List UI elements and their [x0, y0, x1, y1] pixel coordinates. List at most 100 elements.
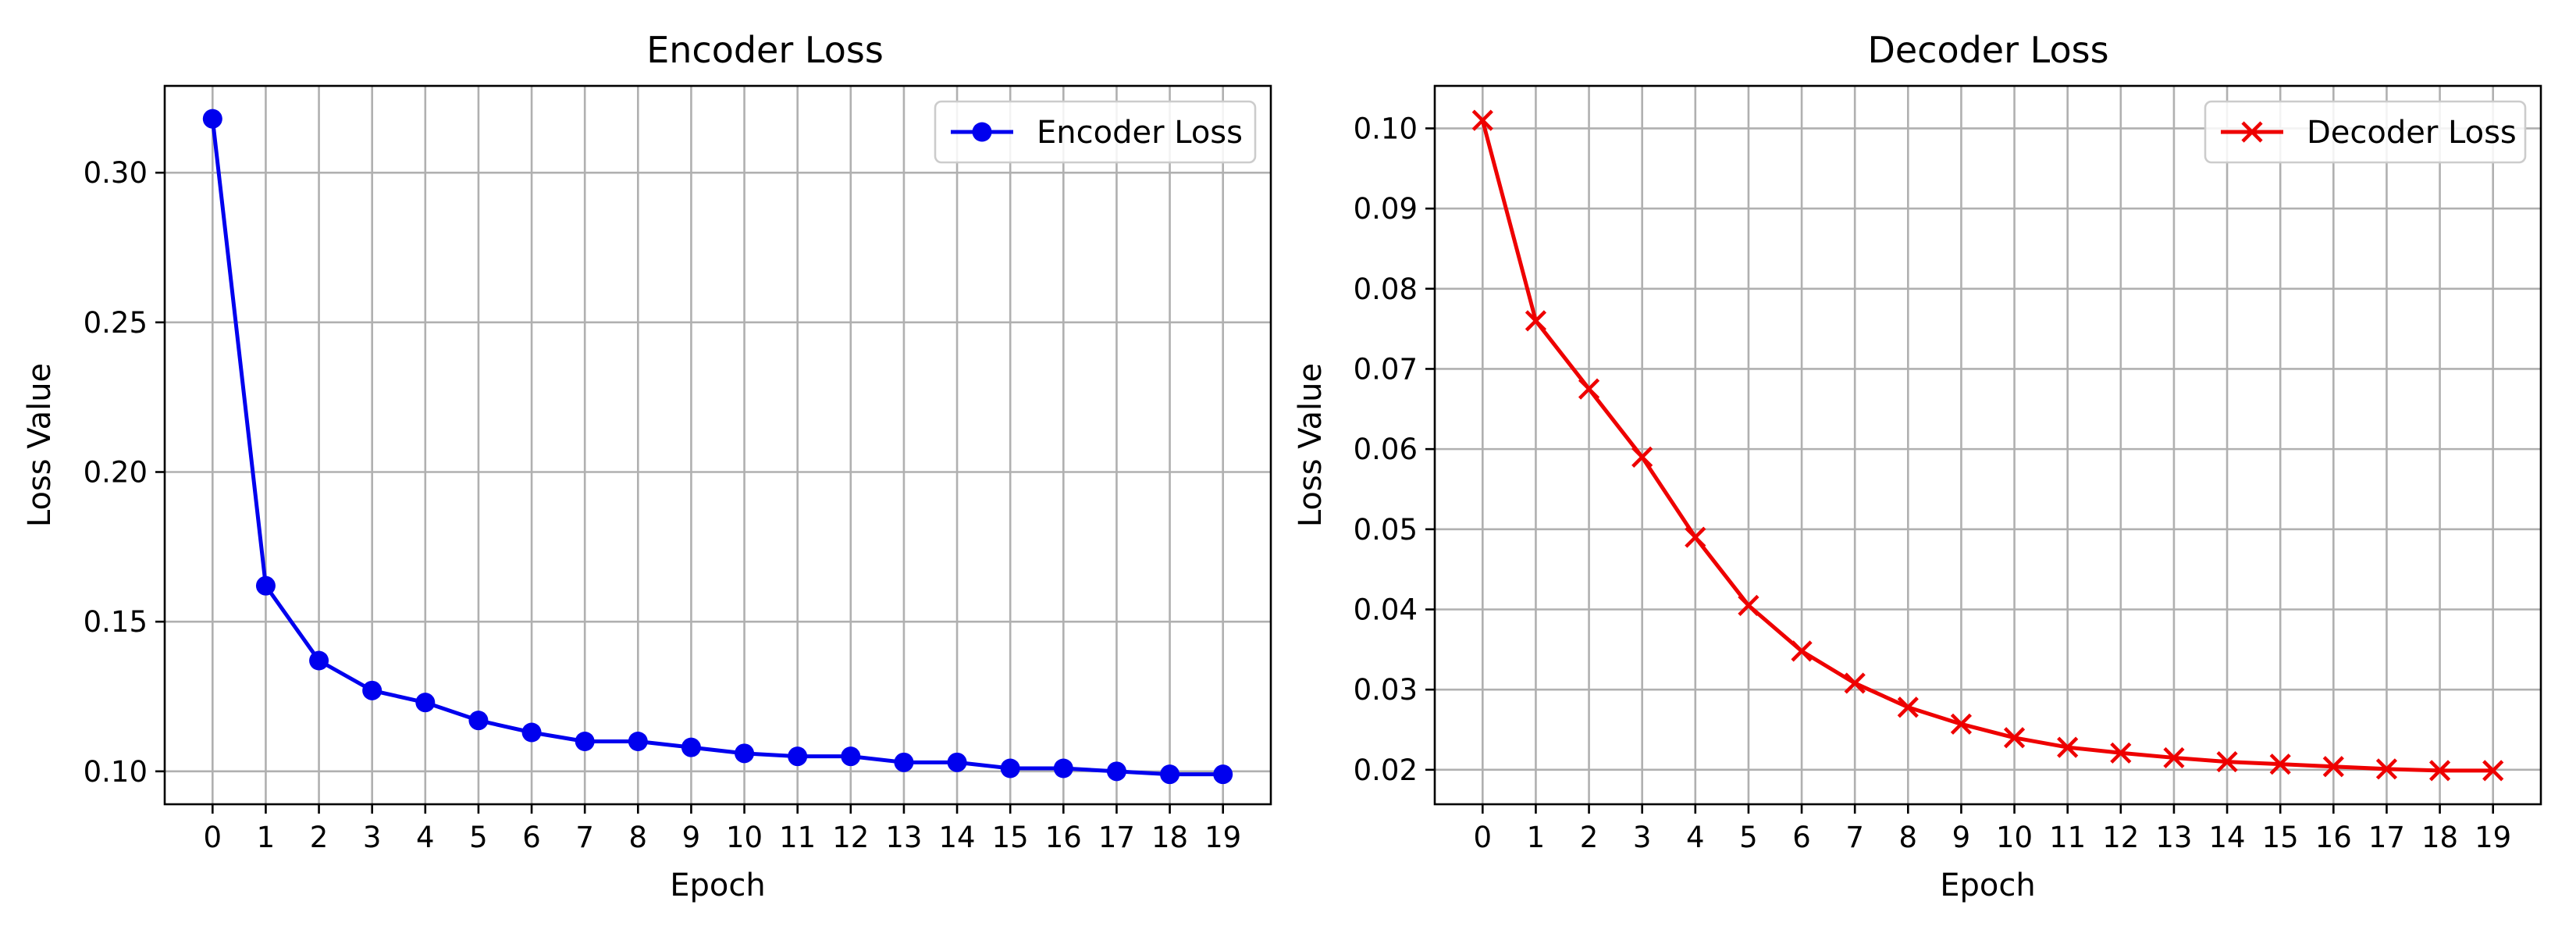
- y-axis-ticks: 0.02 0.03 0.04 0.05 0.06 0.07 0.08 0.09 0.10: [1354, 112, 1435, 787]
- data-point-stroke: [2269, 754, 2291, 775]
- x-tick-label: 6: [522, 821, 541, 854]
- y-tick-label: 0.04: [1354, 593, 1418, 626]
- data-point-stroke: [2375, 758, 2398, 780]
- plot-frame: [163, 84, 1272, 806]
- y-tick-label: 0.25: [84, 306, 148, 340]
- legend-box: [2204, 100, 2527, 164]
- x-tick-label: 16: [1045, 821, 1082, 854]
- data-point: [1106, 761, 1126, 782]
- data-point: [1053, 758, 1073, 778]
- data-point-stroke: [1525, 310, 1547, 332]
- y-tick-label: 0.20: [84, 456, 148, 490]
- data-point: [2110, 742, 2132, 764]
- data-point: [1213, 764, 1233, 785]
- data-point: [1897, 697, 1919, 718]
- series-0: [202, 109, 1233, 785]
- y-tick-label: 0.07: [1354, 352, 1418, 386]
- data-point-stroke: [2110, 742, 2132, 764]
- data-point: [2216, 750, 2238, 773]
- legend: Encoder Loss: [934, 100, 1257, 164]
- data-point: [2375, 758, 2398, 780]
- data-point-stroke: [2057, 736, 2079, 758]
- data-point: [841, 746, 861, 767]
- legend-marker: [2241, 121, 2263, 143]
- x-tick-label: 6: [1792, 821, 1811, 854]
- data-point: [788, 746, 808, 767]
- data-point-stroke: [2003, 727, 2026, 749]
- x-tick-label: 8: [1899, 821, 1918, 854]
- y-tick-label: 0.05: [1354, 513, 1418, 547]
- x-tick-label: 5: [1739, 821, 1758, 854]
- x-tick-label: 18: [2421, 821, 2458, 854]
- series-line: [210, 118, 1223, 777]
- x-axis-label: Epoch: [1940, 868, 2035, 903]
- x-tick-label: 2: [310, 821, 329, 854]
- y-tick-label: 0.06: [1354, 433, 1418, 466]
- x-axis-ticks: 0 1 2 3 4 5 6 7 8 9 10 11 12 13 14 15 16 17 18 19: [204, 804, 1241, 854]
- data-point: [1000, 758, 1020, 778]
- data-point: [202, 109, 222, 129]
- x-tick-label: 12: [2102, 821, 2139, 854]
- data-point: [1844, 672, 1866, 694]
- y-tick-label: 0.15: [84, 605, 148, 639]
- data-point: [1631, 446, 1653, 468]
- data-point: [1578, 378, 1600, 400]
- data-point-stroke: [1685, 526, 1706, 548]
- data-point: [575, 732, 595, 751]
- data-point-stroke: [2482, 760, 2504, 782]
- data-point: [468, 711, 489, 731]
- x-tick-label: 2: [1580, 821, 1599, 854]
- data-point-stroke: [1897, 697, 1919, 718]
- x-tick-label: 4: [1686, 821, 1705, 854]
- x-tick-label: 0: [1474, 821, 1493, 854]
- data-point: [415, 693, 436, 713]
- plot-frame: [1433, 84, 2542, 806]
- chart-title: Encoder Loss: [646, 29, 884, 71]
- grid: [1435, 86, 2541, 804]
- x-tick-label: 13: [885, 821, 922, 854]
- legend-marker: [972, 122, 992, 142]
- data-point: [1160, 764, 1180, 785]
- y-axis-label: Loss Value: [22, 363, 58, 527]
- data-point: [894, 752, 914, 772]
- data-point: [1738, 594, 1759, 616]
- data-point-stroke: [2428, 760, 2451, 782]
- chart-title: Decoder Loss: [1867, 29, 2108, 71]
- x-tick-label: 9: [1952, 821, 1971, 854]
- x-tick-label: 7: [1845, 821, 1864, 854]
- x-tick-label: 3: [363, 821, 382, 854]
- y-tick-label: 0.30: [84, 156, 148, 190]
- x-tick-label: 17: [2368, 821, 2405, 854]
- x-tick-label: 17: [1098, 821, 1135, 854]
- data-point: [255, 575, 276, 596]
- x-tick-label: 10: [726, 821, 763, 854]
- data-point: [1525, 310, 1547, 332]
- y-axis-label: Loss Value: [1293, 363, 1329, 527]
- x-tick-label: 14: [939, 821, 976, 854]
- y-tick-label: 0.08: [1354, 273, 1418, 306]
- data-point: [2269, 754, 2291, 775]
- legend-box: [934, 100, 1257, 164]
- y-tick-label: 0.03: [1354, 673, 1418, 707]
- data-point-stroke: [2322, 756, 2344, 778]
- legend: Decoder Loss: [2204, 100, 2527, 164]
- grid: [165, 86, 1271, 804]
- data-point-stroke: [2216, 750, 2238, 773]
- series-line: [1480, 119, 2493, 773]
- data-point: [2003, 727, 2026, 749]
- data-point: [1471, 109, 1493, 131]
- data-point: [2428, 760, 2451, 782]
- data-point: [1791, 640, 1813, 662]
- x-tick-label: 15: [992, 821, 1029, 854]
- data-point: [735, 743, 755, 764]
- data-point-stroke: [1471, 109, 1493, 131]
- x-tick-label: 4: [416, 821, 435, 854]
- data-point-stroke: [1631, 446, 1653, 468]
- x-tick-label: 13: [2155, 821, 2192, 854]
- x-tick-label: 8: [629, 821, 648, 854]
- x-tick-label: 3: [1633, 821, 1652, 854]
- data-point-stroke: [2163, 746, 2185, 769]
- data-point: [2322, 756, 2344, 778]
- data-point: [947, 752, 967, 772]
